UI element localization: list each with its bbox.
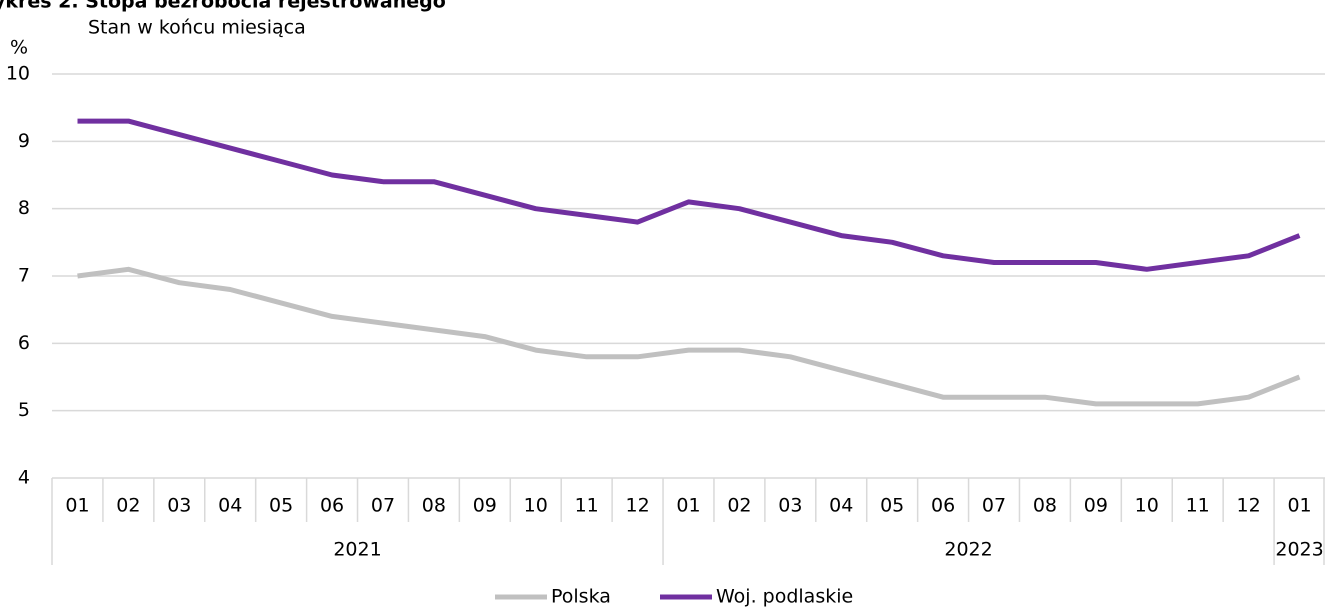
legend-label: Woj. podlaskie xyxy=(716,586,853,608)
x-tick-label: 01 xyxy=(1287,495,1311,517)
x-tick-label: 05 xyxy=(880,495,904,517)
x-tick-label: 03 xyxy=(778,495,802,517)
x-tick-label: 02 xyxy=(116,495,140,517)
group-label: 2021 xyxy=(333,539,381,561)
y-tick-label: 5 xyxy=(18,399,30,421)
y-tick-label: 9 xyxy=(18,130,30,152)
y-tick-label: 4 xyxy=(18,467,30,489)
y-tick-label: 6 xyxy=(18,332,30,354)
x-tick-label: 07 xyxy=(982,495,1006,517)
series-line xyxy=(77,266,1301,407)
x-tick-label: 12 xyxy=(1237,495,1261,517)
series-line xyxy=(77,118,1301,272)
x-tick-label: 10 xyxy=(1135,495,1159,517)
x-tick-label: 05 xyxy=(269,495,293,517)
y-unit: % xyxy=(10,37,28,59)
y-tick-label: 10 xyxy=(6,63,30,85)
x-tick-label: 07 xyxy=(371,495,395,517)
x-tick-label: 02 xyxy=(727,495,751,517)
x-tick-label: 01 xyxy=(676,495,700,517)
chart-title: Wykres 2. Stopa bezrobocia rejestrowaneg… xyxy=(0,0,446,13)
x-tick-label: 11 xyxy=(575,495,599,517)
chart-subtitle: Stan w końcu miesiąca xyxy=(88,17,306,39)
x-tick-label: 09 xyxy=(473,495,497,517)
x-tick-label: 01 xyxy=(65,495,89,517)
x-tick-label: 06 xyxy=(931,495,955,517)
y-tick-label: 7 xyxy=(18,265,30,287)
x-tick-label: 08 xyxy=(1033,495,1057,517)
x-tick-label: 06 xyxy=(320,495,344,517)
x-tick-label: 08 xyxy=(422,495,446,517)
x-tick-label: 10 xyxy=(524,495,548,517)
x-tick-label: 09 xyxy=(1084,495,1108,517)
x-tick-label: 12 xyxy=(625,495,649,517)
group-label: 2022 xyxy=(944,539,992,561)
x-tick-label: 03 xyxy=(167,495,191,517)
x-tick-label: 04 xyxy=(218,495,242,517)
x-tick-label: 11 xyxy=(1186,495,1210,517)
x-tick-label: 04 xyxy=(829,495,853,517)
legend-label: Polska xyxy=(551,586,611,608)
y-tick-label: 8 xyxy=(18,197,30,219)
group-label: 2023 xyxy=(1275,539,1323,561)
